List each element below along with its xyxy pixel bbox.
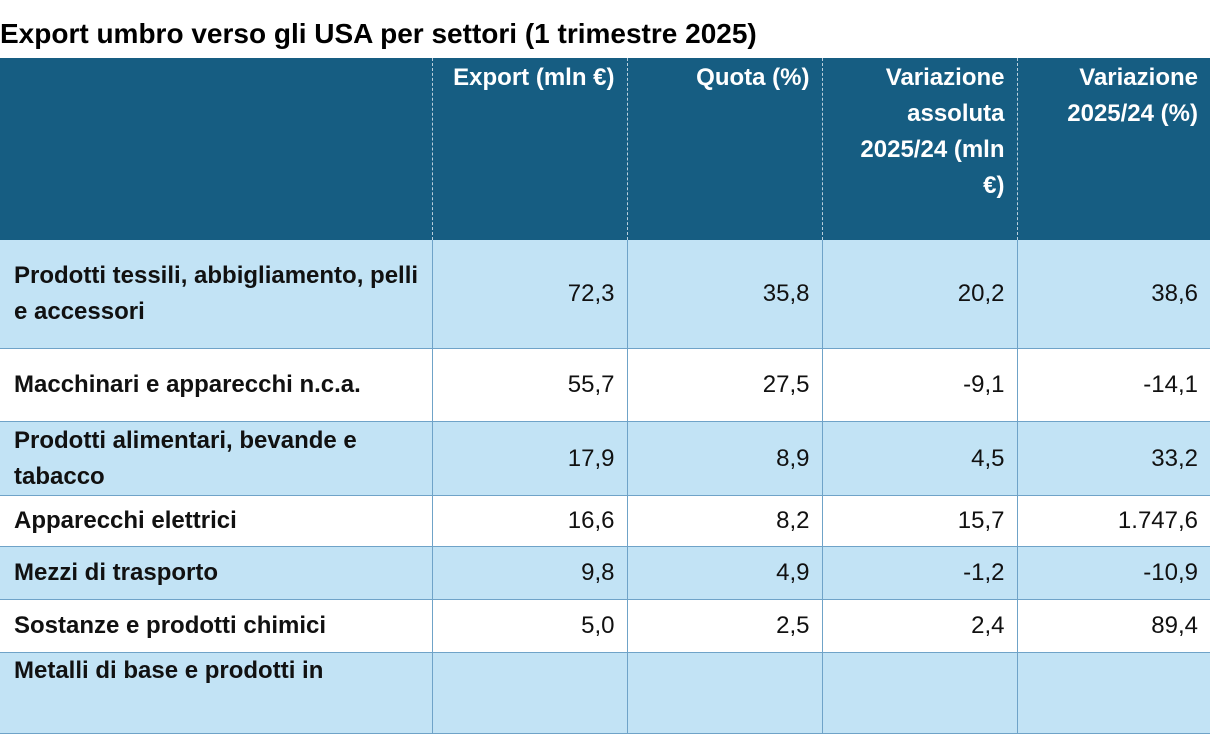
export-table: Export (mln €) Quota (%) Variazione asso…	[0, 58, 1210, 734]
quota-cell: 8,2	[626, 495, 822, 547]
quota-cell: 27,5	[626, 348, 822, 422]
pct-change-cell: 33,2	[1016, 421, 1210, 496]
sector-cell: Mezzi di trasporto	[0, 546, 432, 600]
export-cell: 17,9	[431, 421, 627, 496]
header-row: Export (mln €) Quota (%) Variazione asso…	[0, 58, 1210, 240]
sector-cell: Macchinari e apparecchi n.c.a.	[0, 348, 432, 422]
export-cell	[431, 652, 627, 734]
pct-change-cell: -14,1	[1016, 348, 1210, 422]
sector-cell: Apparecchi elettrici	[0, 495, 432, 547]
abs-change-cell: 15,7	[821, 495, 1017, 547]
export-cell: 55,7	[431, 348, 627, 422]
pct-change-cell	[1016, 652, 1210, 734]
table-row: Prodotti tessili, abbigliamento, pelli e…	[0, 240, 1210, 349]
sector-cell: Prodotti alimentari, bevande e tabacco	[0, 421, 432, 496]
abs-change-cell: 20,2	[821, 240, 1017, 349]
abs-change-cell: 4,5	[821, 421, 1017, 496]
abs-change-cell: -1,2	[821, 546, 1017, 600]
sector-cell: Prodotti tessili, abbigliamento, pelli e…	[0, 240, 432, 349]
table-row: Apparecchi elettrici 16,6 8,2 15,7 1.747…	[0, 495, 1210, 547]
quota-cell: 4,9	[626, 546, 822, 600]
table-row: Macchinari e apparecchi n.c.a. 55,7 27,5…	[0, 348, 1210, 422]
table-row: Metalli di base e prodotti in	[0, 652, 1210, 734]
quota-cell: 8,9	[626, 421, 822, 496]
table-row: Mezzi di trasporto 9,8 4,9 -1,2 -10,9	[0, 546, 1210, 600]
header-sector	[0, 58, 432, 240]
pct-change-cell: 38,6	[1016, 240, 1210, 349]
sector-cell: Metalli di base e prodotti in	[0, 652, 432, 734]
pct-change-cell: 89,4	[1016, 599, 1210, 653]
sector-cell: Sostanze e prodotti chimici	[0, 599, 432, 653]
export-cell: 72,3	[431, 240, 627, 349]
abs-change-cell: 2,4	[821, 599, 1017, 653]
table-row: Prodotti alimentari, bevande e tabacco 1…	[0, 421, 1210, 496]
table-title: Export umbro verso gli USA per settori (…	[0, 18, 757, 49]
table-row: Sostanze e prodotti chimici 5,0 2,5 2,4 …	[0, 599, 1210, 653]
abs-change-cell	[821, 652, 1017, 734]
export-cell: 9,8	[431, 546, 627, 600]
abs-change-cell: -9,1	[821, 348, 1017, 422]
quota-cell	[626, 652, 822, 734]
header-pct-change: Variazione 2025/24 (%)	[1016, 58, 1210, 240]
pct-change-cell: -10,9	[1016, 546, 1210, 600]
header-export: Export (mln €)	[431, 58, 627, 240]
export-cell: 16,6	[431, 495, 627, 547]
header-abs-change: Variazione assoluta 2025/24 (mln €)	[821, 58, 1017, 240]
export-cell: 5,0	[431, 599, 627, 653]
quota-cell: 35,8	[626, 240, 822, 349]
header-quota: Quota (%)	[626, 58, 822, 240]
quota-cell: 2,5	[626, 599, 822, 653]
pct-change-cell: 1.747,6	[1016, 495, 1210, 547]
